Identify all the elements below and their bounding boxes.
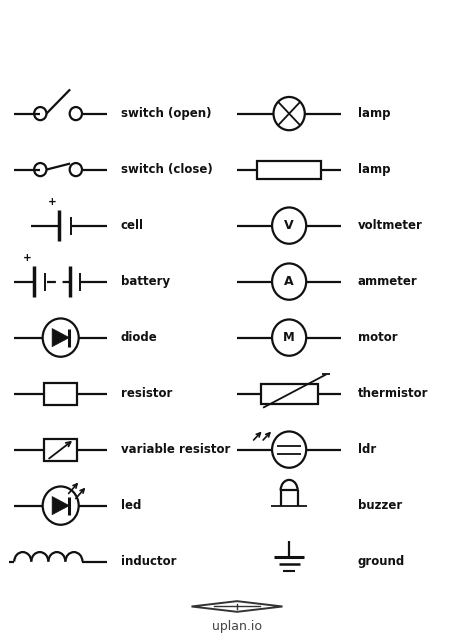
Bar [261,384,318,404]
Text: ldr: ldr [358,443,376,456]
Text: switch (close): switch (close) [121,163,213,176]
Text: led: led [121,499,141,512]
Text: V: V [284,219,294,232]
Text: +: + [23,254,32,264]
Text: variable resistor: variable resistor [121,443,230,456]
Text: battery: battery [121,275,170,288]
Bar [44,382,77,404]
Text: uplan.io: uplan.io [212,619,262,633]
Polygon shape [52,328,69,347]
Text: diode: diode [121,331,158,344]
Text: Electrical circuit symbols: Electrical circuit symbols [80,33,394,53]
Text: M: M [283,331,295,344]
Text: voltmeter: voltmeter [358,219,423,232]
Polygon shape [52,496,69,515]
Text: buzzer: buzzer [358,499,402,512]
Bar [44,439,77,461]
Text: cell: cell [121,219,144,232]
Text: switch (open): switch (open) [121,107,211,120]
Bar [257,160,321,179]
Text: resistor: resistor [121,387,172,400]
Text: lamp: lamp [358,163,391,176]
Text: inductor: inductor [121,555,176,568]
Text: motor: motor [358,331,398,344]
Text: +: + [48,197,56,207]
Text: A: A [284,275,294,288]
Text: thermistor: thermistor [358,387,428,400]
Text: ammeter: ammeter [358,275,418,288]
Text: ground: ground [358,555,405,568]
Text: lamp: lamp [358,107,391,120]
